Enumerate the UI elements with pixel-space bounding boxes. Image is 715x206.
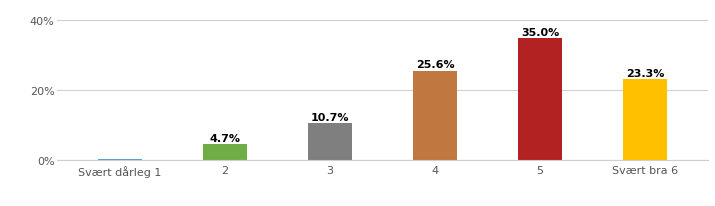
Text: 4.7%: 4.7% — [209, 133, 241, 143]
Text: 23.3%: 23.3% — [626, 68, 664, 78]
Bar — [623, 80, 667, 161]
Bar — [518, 39, 562, 161]
Text: 25.6%: 25.6% — [415, 60, 454, 70]
Text: 10.7%: 10.7% — [311, 112, 350, 122]
Text: 35.0%: 35.0% — [521, 27, 559, 37]
Bar — [203, 144, 247, 161]
Bar — [413, 71, 457, 161]
Bar — [308, 123, 352, 161]
Bar — [98, 159, 142, 161]
